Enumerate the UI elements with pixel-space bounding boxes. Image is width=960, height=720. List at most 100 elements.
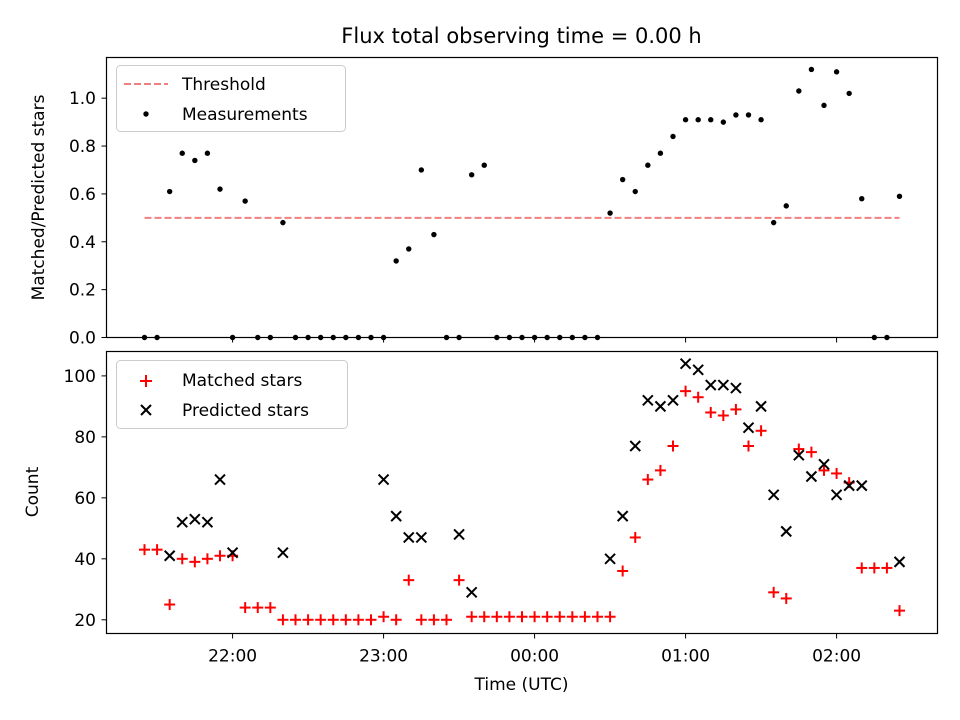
matched-star-point xyxy=(503,611,515,623)
measurement-point xyxy=(657,150,664,156)
matched-star-point xyxy=(252,602,264,614)
bottom-x-tick-label: 22:00 xyxy=(208,647,257,667)
predicted-star-point xyxy=(377,473,390,486)
predicted-star-point xyxy=(415,531,428,544)
figure-title: Flux total observing time = 0.00 h xyxy=(341,24,701,48)
bottom-y-tick-label: 20 xyxy=(74,611,96,631)
predicted-star-point xyxy=(667,394,679,406)
predicted-star-point xyxy=(818,458,830,471)
predicted-star-point xyxy=(465,586,478,599)
predicted-star-stroke-b xyxy=(226,547,239,559)
predicted-star-stroke-b xyxy=(214,473,226,486)
matched-star-point xyxy=(592,611,603,623)
predicted-star-stroke-b xyxy=(465,586,478,599)
measurement-point xyxy=(242,198,248,204)
bottom-y-tick-label: 60 xyxy=(74,489,96,509)
matched-star-point xyxy=(365,614,377,626)
predicted-star-stroke-b xyxy=(818,458,830,471)
predicted-star-point xyxy=(755,400,767,413)
matched-star-point xyxy=(466,611,478,623)
predicted-star-stroke-b xyxy=(642,394,654,406)
top-y-tick-label: 1.0 xyxy=(69,89,96,109)
measurement-point xyxy=(770,219,777,226)
matched-star-point xyxy=(352,614,364,626)
matched-star-point xyxy=(579,611,591,623)
predicted-star-stroke-b xyxy=(755,400,767,413)
bottom-legend-predicted-label: Predicted stars xyxy=(182,401,309,421)
predicted-star-stroke-b xyxy=(604,553,616,565)
bottom-legend: Matched stars Predicted stars xyxy=(116,360,348,429)
predicted-star-point xyxy=(843,479,855,492)
matched-star-point xyxy=(692,391,704,403)
measurement-point xyxy=(720,119,727,125)
bottom-x-axis-label: Time (UTC) xyxy=(474,675,569,695)
matched-star-point xyxy=(705,406,717,418)
matched-star-point xyxy=(529,611,541,623)
measurement-point xyxy=(619,176,626,183)
matched-star-point xyxy=(201,553,213,565)
predicted-star-stroke-b xyxy=(843,479,855,492)
predicted-star-stroke-b xyxy=(830,489,843,501)
predicted-star-point xyxy=(692,364,704,376)
measurement-point xyxy=(179,150,185,156)
predicted-star-stroke-b xyxy=(717,379,730,391)
matched-star-point xyxy=(856,562,868,574)
matched-star-point xyxy=(516,611,528,623)
top-y-axis: 0.0 0.2 0.4 0.6 0.8 1.0 xyxy=(69,89,107,349)
measurement-point xyxy=(808,66,815,73)
bottom-legend-matched-swatch xyxy=(140,375,152,387)
predicted-star-point xyxy=(214,473,226,486)
bottom-y-tick-label: 80 xyxy=(74,428,96,448)
predicted-star-point xyxy=(679,357,692,370)
top-y-tick-label: 0.0 xyxy=(69,329,96,349)
predicted-star-point xyxy=(780,525,792,538)
predicted-star-point xyxy=(767,489,780,501)
measurement-point xyxy=(682,117,689,123)
top-legend-measurements-swatch xyxy=(143,111,149,117)
predicted-star-stroke-b xyxy=(453,528,465,541)
measurement-point xyxy=(217,186,223,192)
matched-star-point xyxy=(541,611,553,623)
measurement-point xyxy=(821,102,827,109)
matched-star-point xyxy=(403,574,415,586)
measurement-point xyxy=(745,112,752,118)
top-y-tick-label: 0.2 xyxy=(69,281,96,301)
matched-star-point xyxy=(566,611,578,623)
measurement-point xyxy=(796,88,802,94)
matched-star-point xyxy=(478,611,490,623)
top-legend-threshold-label: Threshold xyxy=(181,75,266,95)
matched-star-point xyxy=(604,611,616,623)
matched-star-point xyxy=(302,614,314,626)
predicted-star-stroke-b xyxy=(629,440,641,452)
matched-star-point xyxy=(340,614,352,626)
matched-star-point xyxy=(768,586,780,598)
matched-star-point xyxy=(453,574,465,586)
predicted-star-point xyxy=(163,550,176,562)
predicted-star-point xyxy=(893,556,906,568)
predicted-star-point xyxy=(390,510,402,522)
bottom-x-tick-label: 01:00 xyxy=(661,647,710,667)
predicted-star-point xyxy=(453,528,465,541)
matched-star-point xyxy=(554,611,566,623)
predicted-star-point xyxy=(403,531,415,544)
predicted-star-point xyxy=(654,400,667,413)
top-y-axis-label: Matched/Predicted stars xyxy=(29,94,49,300)
top-legend: Threshold Measurements xyxy=(116,65,346,132)
measurement-point xyxy=(280,219,286,226)
matched-star-point xyxy=(894,605,905,617)
measurement-point xyxy=(192,157,198,164)
matched-star-point xyxy=(881,562,893,574)
matched-star-point xyxy=(755,425,767,437)
matched-star-point xyxy=(717,410,729,422)
measurement-point xyxy=(833,69,840,75)
measurement-point xyxy=(468,172,475,178)
bottom-x-tick-label: 02:00 xyxy=(812,647,861,667)
matched-star-point xyxy=(805,446,817,458)
measurement-point xyxy=(431,231,437,238)
predicted-star-stroke-b xyxy=(692,364,704,376)
top-legend-measurements-label: Measurements xyxy=(182,105,308,125)
matched-star-point xyxy=(629,531,641,543)
matched-star-point xyxy=(491,611,503,623)
top-y-tick-label: 0.8 xyxy=(69,137,96,157)
matched-star-point xyxy=(390,614,402,626)
